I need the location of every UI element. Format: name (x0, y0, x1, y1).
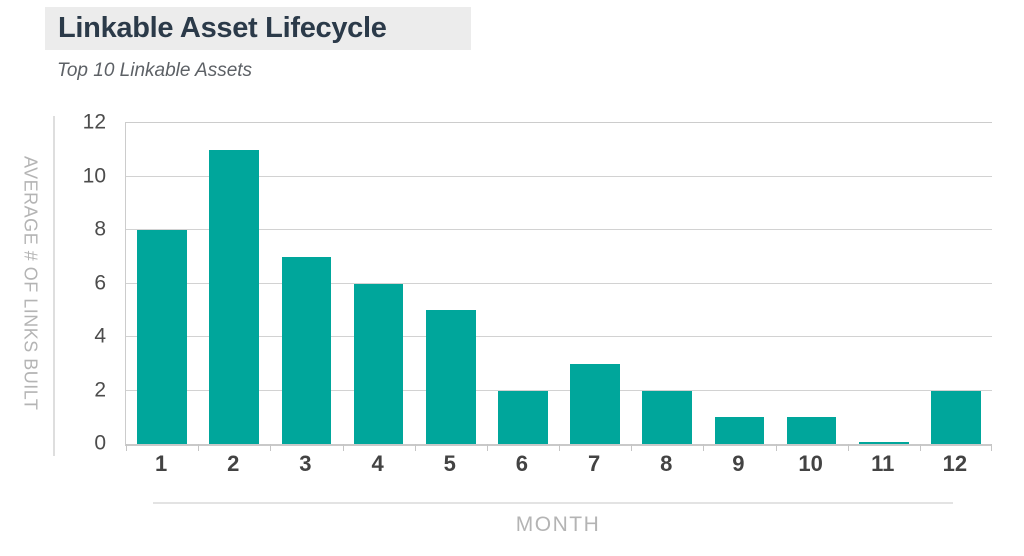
x-tick-label-10: 10 (798, 451, 823, 476)
gridline-6 (126, 282, 992, 284)
x-axis-tick (414, 444, 416, 451)
y-axis-separator-line (53, 116, 55, 456)
gridline-8 (126, 229, 992, 230)
x-tick-label-9: 9 (732, 451, 745, 476)
x-axis-tick (631, 444, 633, 451)
x-axis-tick (486, 444, 488, 451)
y-tick-label-12: 12 (82, 110, 106, 134)
bar-month-3 (281, 256, 332, 444)
x-tick-label-12: 12 (942, 451, 968, 476)
bar-month-10 (786, 417, 837, 444)
x-tick-labels: 1 2 3 4 5 6 7 8 9 10 11 12 (125, 451, 991, 479)
chart-title-highlight: Linkable Asset Lifecycle (45, 7, 471, 50)
x-axis-separator-line (153, 502, 953, 504)
x-axis-tick (775, 444, 777, 451)
x-tick-label-6: 6 (515, 451, 529, 476)
y-tick-label-6: 6 (94, 271, 106, 294)
bar-month-9 (714, 417, 765, 444)
plot-area (125, 122, 992, 451)
y-axis-title: AVERAGE # OF LINKS BUILT (20, 155, 41, 411)
x-axis-tick (126, 444, 127, 451)
x-axis-tick (991, 444, 992, 451)
x-axis-tick (559, 444, 560, 451)
bar-month-5 (425, 310, 476, 444)
x-tick-label-1: 1 (154, 451, 168, 476)
bar-month-1 (137, 230, 187, 444)
bar-month-6 (498, 390, 548, 444)
bar-month-11 (858, 441, 909, 444)
x-axis-tick (703, 444, 705, 451)
x-axis-title: MONTH (515, 513, 601, 536)
y-tick-label-10: 10 (82, 164, 106, 187)
x-axis-tick (847, 444, 849, 451)
x-axis-tick (919, 444, 921, 451)
bar-month-7 (570, 363, 620, 444)
bar-month-4 (353, 283, 404, 444)
x-tick-label-8: 8 (660, 451, 673, 476)
y-tick-label-2: 2 (94, 378, 106, 401)
bar-month-12 (931, 390, 981, 444)
x-tick-label-5: 5 (443, 451, 456, 476)
x-tick-label-4: 4 (371, 451, 384, 476)
bar-month-8 (642, 390, 693, 444)
gridline-4 (126, 336, 992, 337)
bar-month-2 (209, 149, 260, 444)
gridline-10 (126, 175, 992, 177)
y-tick-label-4: 4 (94, 324, 106, 348)
x-axis-tick (198, 444, 200, 451)
y-tick-label-0: 0 (94, 431, 106, 455)
x-tick-label-3: 3 (299, 451, 312, 476)
x-tick-label-7: 7 (587, 451, 601, 476)
x-axis-tick (342, 444, 344, 451)
chart-subtitle: Top 10 Linkable Assets (57, 60, 253, 81)
x-axis-tick (270, 444, 272, 451)
y-tick-labels: 0 2 4 6 8 10 12 (58, 112, 106, 454)
gridline-2 (126, 389, 992, 391)
y-tick-label-8: 8 (94, 217, 106, 241)
chart-title: Linkable Asset Lifecycle (58, 12, 387, 44)
x-tick-label-2: 2 (227, 451, 240, 476)
x-tick-label-11: 11 (871, 451, 895, 476)
